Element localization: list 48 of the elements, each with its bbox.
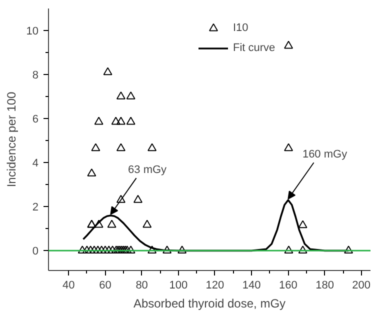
x-tick-label: 200 [352,280,371,292]
point [116,143,126,152]
x-tick-label: 140 [242,280,261,292]
y-axis-title: Incidence per 100 [4,91,18,188]
point [91,143,100,152]
point [111,116,120,125]
y-tick-label: 2 [32,202,39,214]
point [94,220,104,228]
point [142,220,152,228]
x-axis-title: Absorbed thyroid dose, mGy [133,296,286,310]
x-tick-label: 180 [316,280,334,292]
point [126,116,136,125]
point [116,91,126,100]
point [126,246,136,254]
point [103,67,112,76]
point [94,116,104,125]
point [116,116,126,125]
y-tick-label: 0 [32,246,39,258]
legend-label: Fit curve [233,42,276,54]
point [78,246,87,254]
x-tick-label: 40 [62,280,75,292]
point [148,246,157,254]
point [87,168,96,176]
x-tick-label: 100 [169,280,188,292]
point [298,220,308,228]
y-tick-label: 8 [32,70,39,82]
annotation: 63 mGy [128,164,168,176]
x-tick-label: 120 [206,280,224,292]
x-tick-label: 160 [278,280,298,292]
point [116,194,126,203]
point [126,91,136,100]
point [284,143,294,152]
x-tick-label: 80 [136,280,148,292]
y-tick-label: 4 [32,158,39,170]
annotation: 160 mGy [302,148,348,160]
point [284,40,294,49]
y-tick-label: 6 [32,114,39,126]
point [178,246,187,254]
legend-label: I10 [233,22,250,34]
point [107,220,116,228]
x-tick-label: 60 [99,280,112,292]
point [162,246,172,254]
point [298,246,308,254]
point [344,246,354,254]
point [284,246,294,254]
y-tick-label: 10 [26,26,39,38]
point [148,143,157,152]
point [133,194,142,203]
